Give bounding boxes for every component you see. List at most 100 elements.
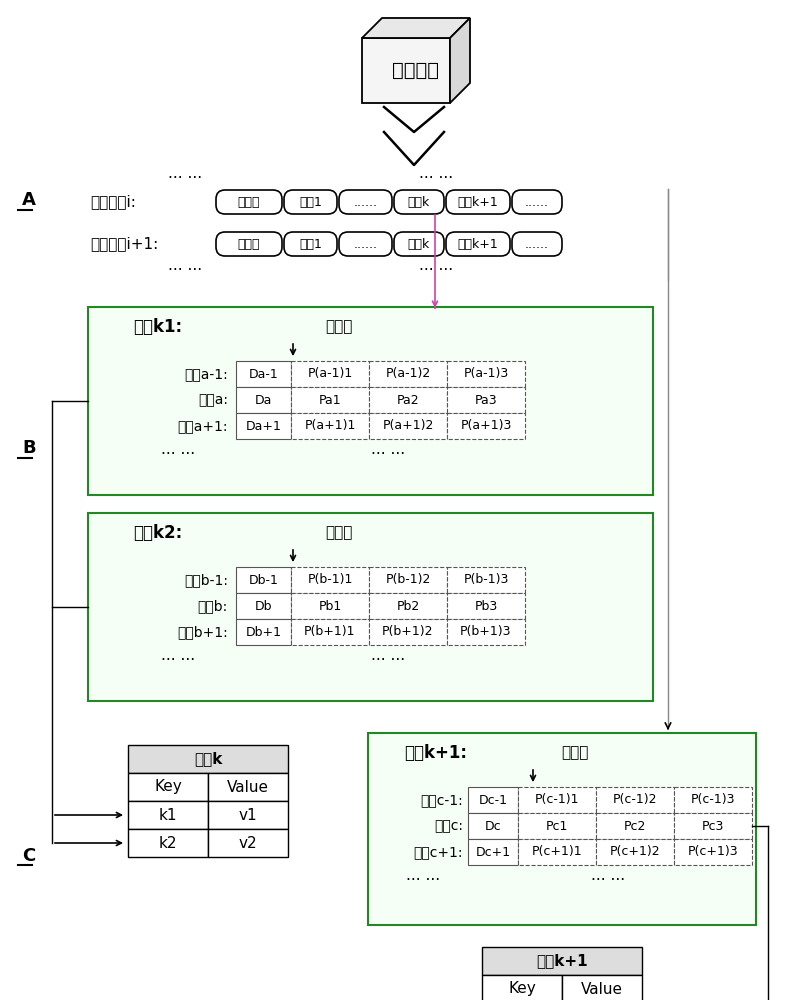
- Text: ......: ......: [525, 237, 548, 250]
- Text: 首结点: 首结点: [238, 237, 260, 250]
- FancyBboxPatch shape: [284, 232, 337, 256]
- Bar: [368, 567, 446, 593]
- Text: 原始数据: 原始数据: [392, 61, 439, 80]
- FancyBboxPatch shape: [445, 190, 509, 214]
- Bar: [128, 829, 208, 857]
- Text: ... ...: ... ...: [161, 442, 195, 456]
- FancyBboxPatch shape: [393, 232, 444, 256]
- Bar: [368, 387, 446, 413]
- Text: 结点a-1:: 结点a-1:: [184, 367, 228, 381]
- FancyBboxPatch shape: [338, 232, 392, 256]
- Text: P(a+1)2: P(a+1)2: [382, 420, 433, 432]
- Bar: [482, 947, 642, 975]
- Text: P(b+1)1: P(b+1)1: [304, 626, 355, 639]
- Text: Pb1: Pb1: [318, 599, 341, 612]
- Text: Db: Db: [255, 599, 272, 612]
- Bar: [517, 813, 595, 839]
- Text: P(b-1)2: P(b-1)2: [385, 574, 430, 586]
- Bar: [236, 619, 290, 645]
- Text: Key: Key: [154, 780, 182, 794]
- Bar: [467, 839, 517, 865]
- Text: B: B: [22, 439, 36, 457]
- Text: 首结点: 首结点: [238, 196, 260, 209]
- Text: ......: ......: [353, 237, 377, 250]
- Text: P(b-1)1: P(b-1)1: [307, 574, 352, 586]
- Bar: [236, 387, 290, 413]
- Polygon shape: [362, 18, 470, 38]
- Text: ... ...: ... ...: [161, 648, 195, 662]
- FancyBboxPatch shape: [338, 190, 392, 214]
- Text: ... ...: ... ...: [418, 165, 453, 180]
- Text: 索引k: 索引k: [194, 752, 222, 766]
- Bar: [236, 413, 290, 439]
- Text: ... ...: ... ...: [590, 867, 624, 882]
- Text: Pc2: Pc2: [623, 820, 646, 832]
- Text: Pa2: Pa2: [397, 393, 418, 406]
- Text: 头指针: 头指针: [324, 526, 352, 540]
- Bar: [290, 619, 368, 645]
- Bar: [595, 813, 673, 839]
- Text: P(b+1)3: P(b+1)3: [460, 626, 511, 639]
- FancyBboxPatch shape: [512, 232, 561, 256]
- Text: 链表k+1:: 链表k+1:: [404, 744, 467, 762]
- Text: P(c-1)2: P(c-1)2: [612, 794, 656, 806]
- Text: 链表k2:: 链表k2:: [133, 524, 182, 542]
- Bar: [446, 619, 525, 645]
- Text: 元素1: 元素1: [298, 237, 321, 250]
- Bar: [673, 787, 751, 813]
- Bar: [88, 307, 652, 495]
- Text: P(a-1)3: P(a-1)3: [463, 367, 508, 380]
- Bar: [208, 801, 288, 829]
- Text: 元素k+1: 元素k+1: [457, 237, 498, 250]
- Bar: [290, 567, 368, 593]
- Text: Dc: Dc: [484, 820, 500, 832]
- Text: ......: ......: [353, 196, 377, 209]
- Text: ... ...: ... ...: [418, 257, 453, 272]
- FancyBboxPatch shape: [216, 232, 281, 256]
- Text: ... ...: ... ...: [406, 867, 440, 882]
- Text: k1: k1: [159, 808, 177, 822]
- Text: 结点c-1:: 结点c-1:: [420, 793, 462, 807]
- Bar: [128, 745, 288, 773]
- Bar: [673, 839, 751, 865]
- Text: Pb2: Pb2: [396, 599, 419, 612]
- Bar: [446, 593, 525, 619]
- Bar: [367, 733, 755, 925]
- Text: 元素k+1: 元素k+1: [457, 196, 498, 209]
- Bar: [290, 593, 368, 619]
- Text: v1: v1: [238, 808, 257, 822]
- Bar: [482, 975, 561, 1000]
- Bar: [208, 829, 288, 857]
- Text: ... ...: ... ...: [371, 442, 405, 456]
- Text: 结点b+1:: 结点b+1:: [177, 625, 228, 639]
- Text: C: C: [22, 847, 35, 865]
- Bar: [208, 773, 288, 801]
- Bar: [128, 801, 208, 829]
- Bar: [88, 513, 652, 701]
- Text: 结点a:: 结点a:: [198, 393, 228, 407]
- Text: P(a-1)1: P(a-1)1: [307, 367, 352, 380]
- Text: 结点b-1:: 结点b-1:: [184, 573, 228, 587]
- Text: A: A: [22, 191, 36, 209]
- Bar: [236, 567, 290, 593]
- Bar: [467, 813, 517, 839]
- Text: 元素1: 元素1: [298, 196, 321, 209]
- Bar: [595, 839, 673, 865]
- Text: Dc+1: Dc+1: [475, 846, 510, 858]
- Text: Key: Key: [508, 982, 535, 996]
- Text: 头指针: 头指针: [560, 746, 588, 760]
- Text: Db-1: Db-1: [248, 574, 278, 586]
- Bar: [128, 773, 208, 801]
- Text: Da+1: Da+1: [245, 420, 281, 432]
- Text: 结点b:: 结点b:: [198, 599, 228, 613]
- Bar: [290, 413, 368, 439]
- Text: ... ...: ... ...: [168, 165, 202, 180]
- Text: Pa1: Pa1: [318, 393, 341, 406]
- Bar: [368, 413, 446, 439]
- Text: ......: ......: [525, 196, 548, 209]
- Text: 结点c+1:: 结点c+1:: [413, 845, 462, 859]
- Text: P(a-1)2: P(a-1)2: [385, 367, 430, 380]
- Text: 元素k: 元素k: [407, 196, 430, 209]
- Bar: [446, 361, 525, 387]
- Text: Db+1: Db+1: [245, 626, 281, 639]
